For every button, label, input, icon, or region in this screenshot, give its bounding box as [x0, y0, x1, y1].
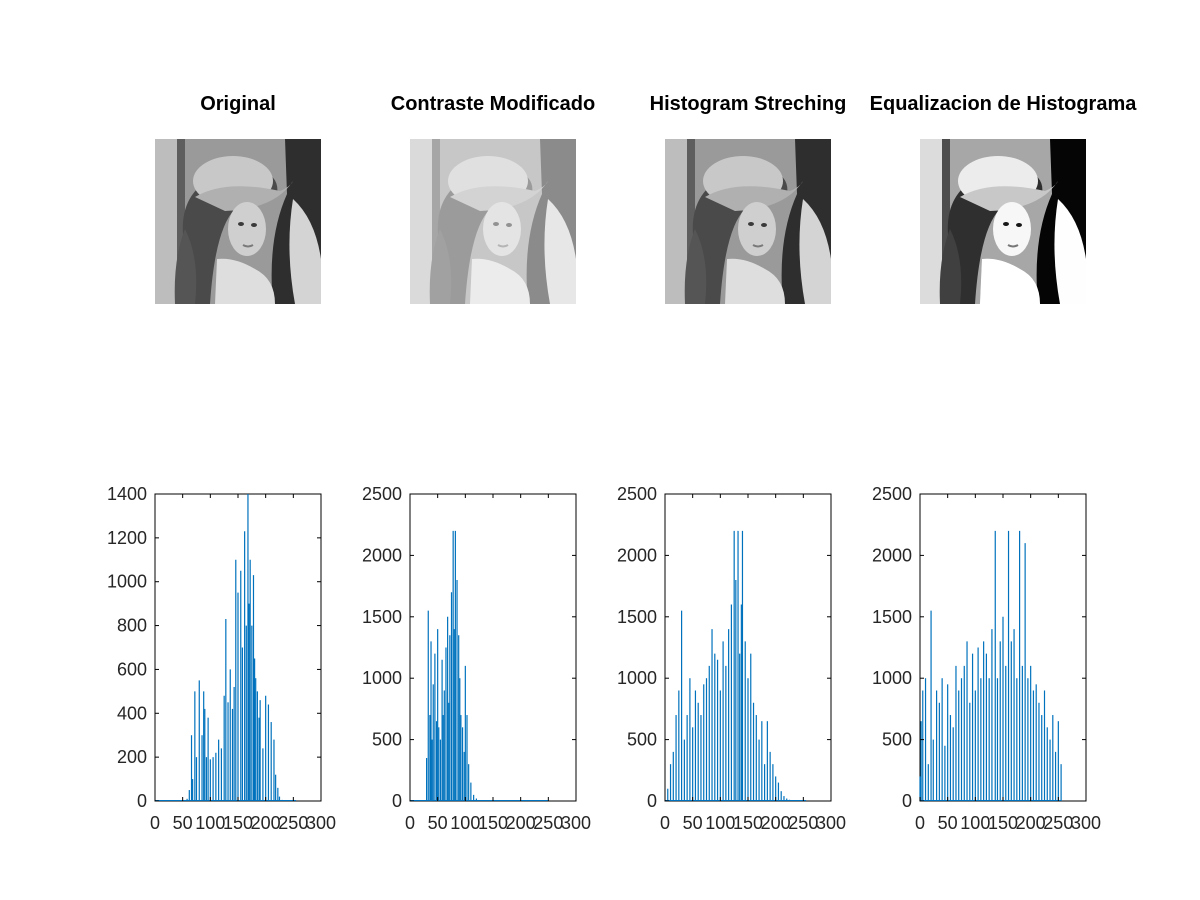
y-tick-label: 1500	[362, 607, 402, 627]
x-tick-label: 100	[450, 813, 480, 833]
x-tick-label: 50	[683, 813, 703, 833]
y-tick-label: 2500	[617, 484, 657, 504]
portrait-photo	[665, 139, 831, 304]
image-histogram-streching	[665, 139, 831, 304]
portrait-tone-group	[665, 139, 831, 304]
x-tick-label: 0	[150, 813, 160, 833]
y-tick-label: 1500	[872, 607, 912, 627]
portrait-tone-group	[920, 139, 1086, 304]
portrait-tone-group	[155, 139, 321, 304]
portrait-photo	[155, 139, 321, 304]
y-tick-label: 0	[647, 791, 657, 811]
y-tick-label: 600	[117, 659, 147, 679]
x-tick-label: 250	[278, 813, 308, 833]
x-tick-label: 0	[915, 813, 925, 833]
y-tick-label: 500	[372, 730, 402, 750]
y-tick-label: 1200	[107, 528, 147, 548]
x-tick-label: 150	[223, 813, 253, 833]
x-tick-label: 150	[478, 813, 508, 833]
x-tick-label: 250	[1043, 813, 1073, 833]
y-tick-label: 500	[882, 730, 912, 750]
y-tick-label: 2000	[872, 545, 912, 565]
panel-title-histogram-streching: Histogram Streching	[649, 93, 847, 115]
panel-title-contraste-modificado: Contraste Modificado	[390, 93, 596, 115]
x-tick-label: 50	[173, 813, 193, 833]
y-tick-label: 0	[137, 791, 147, 811]
y-tick-label: 1000	[107, 572, 147, 592]
y-tick-label: 800	[117, 616, 147, 636]
y-tick-label: 200	[117, 747, 147, 767]
y-tick-label: 1500	[617, 607, 657, 627]
y-tick-label: 2500	[872, 484, 912, 504]
y-tick-label: 1400	[107, 484, 147, 504]
x-tick-label: 0	[405, 813, 415, 833]
x-tick-label: 150	[988, 813, 1018, 833]
y-tick-label: 2000	[362, 545, 402, 565]
y-tick-label: 500	[627, 730, 657, 750]
portrait-photo	[920, 139, 1086, 304]
y-tick-label: 2000	[617, 545, 657, 565]
y-tick-label: 0	[902, 791, 912, 811]
x-tick-label: 300	[1071, 813, 1101, 833]
y-tick-label: 1000	[617, 668, 657, 688]
y-tick-label: 400	[117, 703, 147, 723]
x-tick-label: 300	[306, 813, 336, 833]
x-tick-label: 250	[533, 813, 563, 833]
y-tick-label: 0	[392, 791, 402, 811]
x-tick-label: 200	[761, 813, 791, 833]
x-tick-label: 150	[733, 813, 763, 833]
x-tick-label: 100	[705, 813, 735, 833]
x-tick-label: 0	[660, 813, 670, 833]
portrait-photo	[410, 139, 576, 304]
y-tick-label: 2500	[362, 484, 402, 504]
x-tick-label: 200	[1016, 813, 1046, 833]
y-tick-label: 1000	[362, 668, 402, 688]
x-tick-label: 100	[195, 813, 225, 833]
x-tick-label: 200	[251, 813, 281, 833]
panel-title-original: Original	[200, 93, 276, 115]
x-tick-label: 250	[788, 813, 818, 833]
x-tick-label: 100	[960, 813, 990, 833]
portrait-tone-group	[410, 139, 576, 304]
image-original	[155, 139, 321, 304]
x-tick-label: 200	[506, 813, 536, 833]
x-tick-label: 50	[428, 813, 448, 833]
x-tick-label: 300	[561, 813, 591, 833]
image-contraste-modificado	[410, 139, 576, 304]
panel-title-equalizacion: Equalizacion de Histograma	[869, 93, 1137, 115]
y-tick-label: 1000	[872, 668, 912, 688]
image-equalizacion	[920, 139, 1086, 304]
x-tick-label: 50	[938, 813, 958, 833]
x-tick-label: 300	[816, 813, 846, 833]
